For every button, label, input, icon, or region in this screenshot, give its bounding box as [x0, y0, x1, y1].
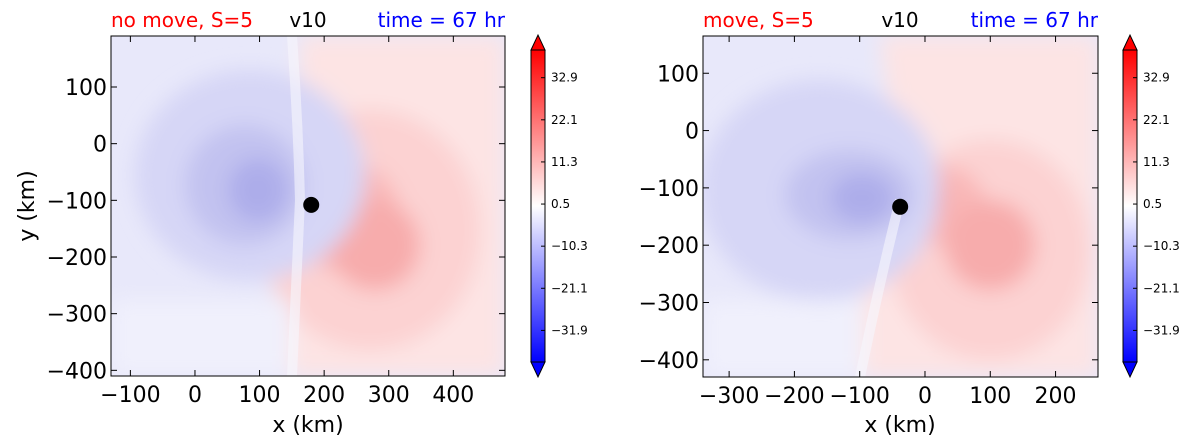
- y-tick-label: −300: [47, 303, 107, 328]
- right-yticks: 100 0 −100 −200 −300 −400: [639, 62, 1098, 374]
- right-title-right: time = 67 hr: [971, 8, 1099, 32]
- y-tick-label: 100: [657, 62, 699, 87]
- right-colorbar: 32.9 22.1 11.3 0.5 −10.3 −21.1 −31.9: [1122, 33, 1180, 379]
- left-title-center: v10: [289, 8, 326, 32]
- left-storm-center: [303, 196, 320, 213]
- right-colorbar-extend-top: [1122, 33, 1138, 51]
- y-tick-label: −200: [639, 234, 699, 259]
- left-title-left: no move, S=5: [111, 8, 253, 32]
- x-tick-label: 200: [1035, 384, 1077, 409]
- colorbar-tick-label: 32.9: [1143, 71, 1170, 85]
- left-colorbar: 32.9 22.1 11.3 0.5 −10.3 −21.1 −31.9: [530, 33, 588, 379]
- left-colorbar-extend-bottom: [530, 361, 546, 379]
- right-xticks: −300 −200 −100 0 100 200: [699, 36, 1077, 409]
- y-tick-label: 100: [65, 76, 107, 101]
- right-colorbar-body: [1122, 49, 1138, 363]
- x-tick-label: −100: [829, 384, 889, 409]
- right-colorbar-ticks: 32.9 22.1 11.3 0.5 −10.3 −21.1 −31.9: [1133, 71, 1180, 337]
- left-yticks: 100 0 −100 −200 −300 −400: [47, 76, 505, 384]
- colorbar-tick-label: −31.9: [551, 323, 588, 337]
- colorbar-tick-label: 22.1: [1143, 113, 1170, 127]
- y-tick-label: −400: [639, 349, 699, 374]
- x-tick-label: −300: [699, 384, 759, 409]
- colorbar-tick-label: 0.5: [1143, 197, 1162, 211]
- x-tick-label: −200: [764, 384, 824, 409]
- colorbar-tick-label: −21.1: [551, 281, 588, 295]
- colorbar-tick-label: 11.3: [551, 155, 578, 169]
- colorbar-tick-label: −31.9: [1143, 323, 1180, 337]
- colorbar-tick-label: 22.1: [551, 113, 578, 127]
- left-title-right: time = 67 hr: [378, 8, 506, 32]
- colorbar-tick-label: −10.3: [1143, 239, 1180, 253]
- x-tick-label: 0: [918, 384, 932, 409]
- right-axes-frame: [702, 35, 1099, 378]
- left-axes-frame: [110, 35, 506, 377]
- right-panel: move, S=5 v10 time = 67 hr −300 −200 −100 0…: [639, 8, 1180, 438]
- y-tick-label: −400: [47, 359, 107, 384]
- right-title-center: v10: [881, 8, 918, 32]
- right-title-left: move, S=5: [703, 8, 814, 32]
- right-xlabel: x (km): [864, 413, 935, 438]
- y-tick-label: −100: [639, 177, 699, 202]
- colorbar-tick-label: 0.5: [551, 197, 570, 211]
- right-colorbar-extend-bottom: [1122, 361, 1138, 379]
- x-tick-label: 300: [368, 383, 410, 408]
- x-tick-label: −100: [100, 383, 160, 408]
- x-tick-label: 100: [969, 384, 1011, 409]
- colorbar-tick-label: 32.9: [551, 71, 578, 85]
- y-tick-label: 0: [93, 133, 107, 158]
- right-storm-center: [892, 198, 909, 215]
- left-colorbar-extend-top: [530, 33, 546, 51]
- y-tick-label: −300: [639, 291, 699, 316]
- x-tick-label: 400: [432, 383, 474, 408]
- x-tick-label: 100: [239, 383, 281, 408]
- left-xticks: −100 0 100 200 300 400: [100, 36, 474, 408]
- x-tick-label: 200: [303, 383, 345, 408]
- y-tick-label: 0: [685, 120, 699, 145]
- colorbar-tick-label: −21.1: [1143, 281, 1180, 295]
- left-colorbar-ticks: 32.9 22.1 11.3 0.5 −10.3 −21.1 −31.9: [541, 71, 588, 337]
- left-panel: no move, S=5 v10 time = 67 hr −100 0 100 20…: [15, 8, 588, 438]
- left-ylabel: y (km): [15, 170, 40, 241]
- colorbar-tick-label: 11.3: [1143, 155, 1170, 169]
- left-xlabel: x (km): [272, 413, 343, 438]
- x-tick-label: 0: [188, 383, 202, 408]
- left-field: [111, 36, 505, 376]
- y-tick-label: −200: [47, 246, 107, 271]
- left-colorbar-body: [530, 49, 546, 363]
- y-tick-label: −100: [47, 189, 107, 214]
- colorbar-tick-label: −10.3: [551, 239, 588, 253]
